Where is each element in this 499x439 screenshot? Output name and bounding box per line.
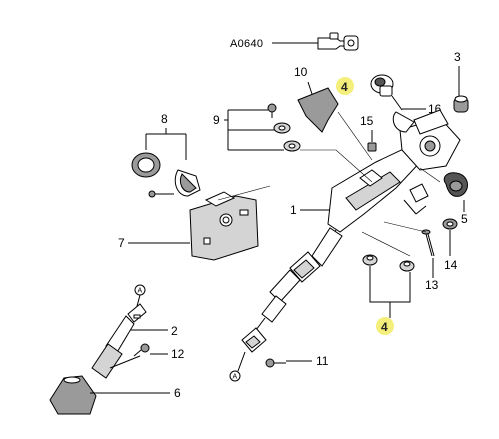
callout-3: 3 — [454, 50, 461, 64]
lower-shaft — [255, 269, 301, 331]
callout-11: 11 — [316, 354, 329, 368]
ignition-key — [272, 32, 359, 51]
highlight-marker — [336, 77, 354, 95]
callout-8: 8 — [161, 112, 168, 126]
callout-4-bottom: 4 — [381, 320, 388, 334]
callout-4-top: 4 — [341, 80, 348, 94]
adjuster-knob-5 — [443, 172, 468, 197]
callout-10: 10 — [294, 65, 308, 79]
intermediate-shaft — [311, 227, 343, 267]
connector-a-top: A — [138, 288, 143, 295]
callout-12: 12 — [171, 347, 185, 361]
steering-column-assembly — [327, 109, 461, 233]
lock-cylinder — [370, 74, 403, 111]
washer-9a — [273, 122, 291, 134]
lower-shaft-part-2 — [91, 303, 147, 379]
callout-13: 13 — [425, 278, 439, 292]
cap-part-3 — [453, 95, 469, 113]
bolt-11 — [265, 358, 286, 368]
bushing-left — [362, 254, 378, 266]
callout-7: 7 — [118, 236, 125, 250]
callout-2: 2 — [171, 324, 178, 338]
highlight-marker-bottom — [376, 317, 394, 335]
clamp-ring — [131, 152, 161, 178]
connector-a-bottom: A — [233, 374, 238, 381]
long-bolt-13 — [421, 229, 435, 257]
callout-5: 5 — [461, 212, 468, 226]
steering-cowl — [297, 87, 339, 133]
callout-9: 9 — [213, 113, 220, 127]
callout-1: 1 — [290, 203, 297, 217]
screw-15 — [367, 142, 377, 152]
callout-14: 14 — [444, 258, 458, 272]
nut-14 — [442, 218, 458, 230]
bolt-12 — [133, 343, 150, 357]
assembly-guide-lines — [217, 111, 441, 257]
callout-a0640: A0640 — [230, 38, 263, 50]
bushing-right — [399, 260, 415, 272]
clamp-bracket — [174, 169, 201, 197]
mounting-plate — [189, 191, 259, 261]
washer-9b — [283, 140, 301, 152]
rubber-boot — [49, 375, 97, 415]
screw-9 — [267, 103, 277, 118]
callout-6: 6 — [174, 386, 181, 400]
universal-joint-lower — [241, 327, 267, 353]
callout-15: 15 — [360, 114, 374, 128]
